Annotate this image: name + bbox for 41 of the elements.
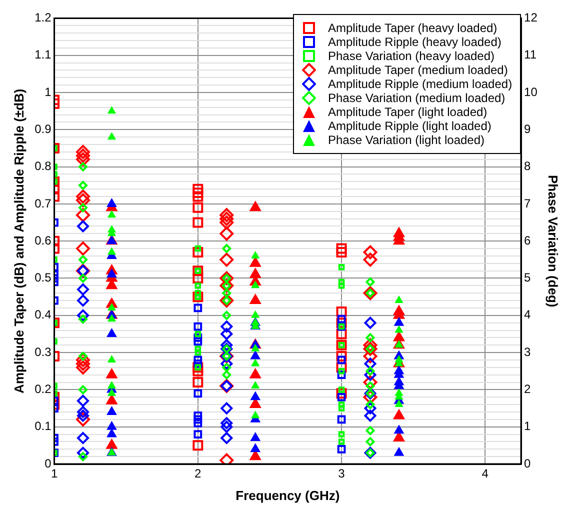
y-tick-label: 0.5 [34, 270, 52, 285]
legend-label: Amplitude Ripple (medium loaded) [328, 77, 512, 92]
legend-label: Amplitude Ripple (heavy loaded) [328, 35, 502, 50]
y2-tick-label: 11 [524, 48, 537, 62]
legend-label: Phase Variation (medium loaded) [328, 91, 506, 106]
legend-label: Amplitude Ripple (light loaded) [328, 119, 492, 134]
legend-label: Amplitude Taper (heavy loaded) [328, 21, 498, 36]
y2-tick-label: 3 [524, 344, 532, 359]
y-tick-label: 1.1 [34, 48, 52, 62]
y-tick-label: 0.9 [34, 122, 52, 136]
y-tick-label: 0 [44, 456, 52, 470]
legend-label: Amplitude Taper (light loaded) [328, 105, 488, 120]
y-tick-label: 1.2 [34, 10, 52, 25]
y-axis-title: Amplitude Taper (dB) and Amplitude Ripple (±dB) [11, 88, 26, 394]
y-tick-label: 0.3 [34, 344, 52, 359]
y-tick-label: 0.6 [34, 233, 52, 248]
y2-tick-label: 10 [524, 84, 538, 99]
y2-tick-label: 1 [524, 419, 532, 434]
y2-axis-title: Phase Variation (deg) [546, 175, 561, 308]
y2-tick-label: 8 [524, 159, 532, 174]
y2-tick-label: 6 [524, 233, 532, 248]
x-tick-label: 2 [194, 466, 202, 481]
x-tick-label: 3 [338, 466, 346, 481]
y2-tick-label: 9 [524, 122, 532, 136]
y-tick-label: 0.2 [34, 382, 52, 396]
y-tick-label: 0.4 [34, 308, 52, 322]
legend-label: Amplitude Taper (medium loaded) [328, 63, 508, 78]
legend-label: Phase Variation (heavy loaded) [328, 49, 495, 64]
y-tick-label: 0.8 [34, 159, 52, 174]
y2-tick-label: 5 [524, 270, 532, 285]
y2-tick-label: 4 [524, 308, 532, 322]
y-tick-label: 0.7 [34, 196, 52, 210]
y2-tick-label: 2 [524, 382, 532, 396]
x-tick-label: 4 [482, 466, 489, 481]
legend-label: Phase Variation (light loaded) [328, 133, 485, 148]
y2-tick-label: 0 [524, 456, 532, 470]
y2-tick-label: 7 [524, 196, 532, 210]
y-tick-label: 1 [44, 84, 52, 99]
y2-tick-label: 12 [524, 10, 538, 25]
x-axis-title: Frequency (GHz) [236, 488, 340, 503]
y-tick-label: 0.1 [34, 419, 52, 434]
